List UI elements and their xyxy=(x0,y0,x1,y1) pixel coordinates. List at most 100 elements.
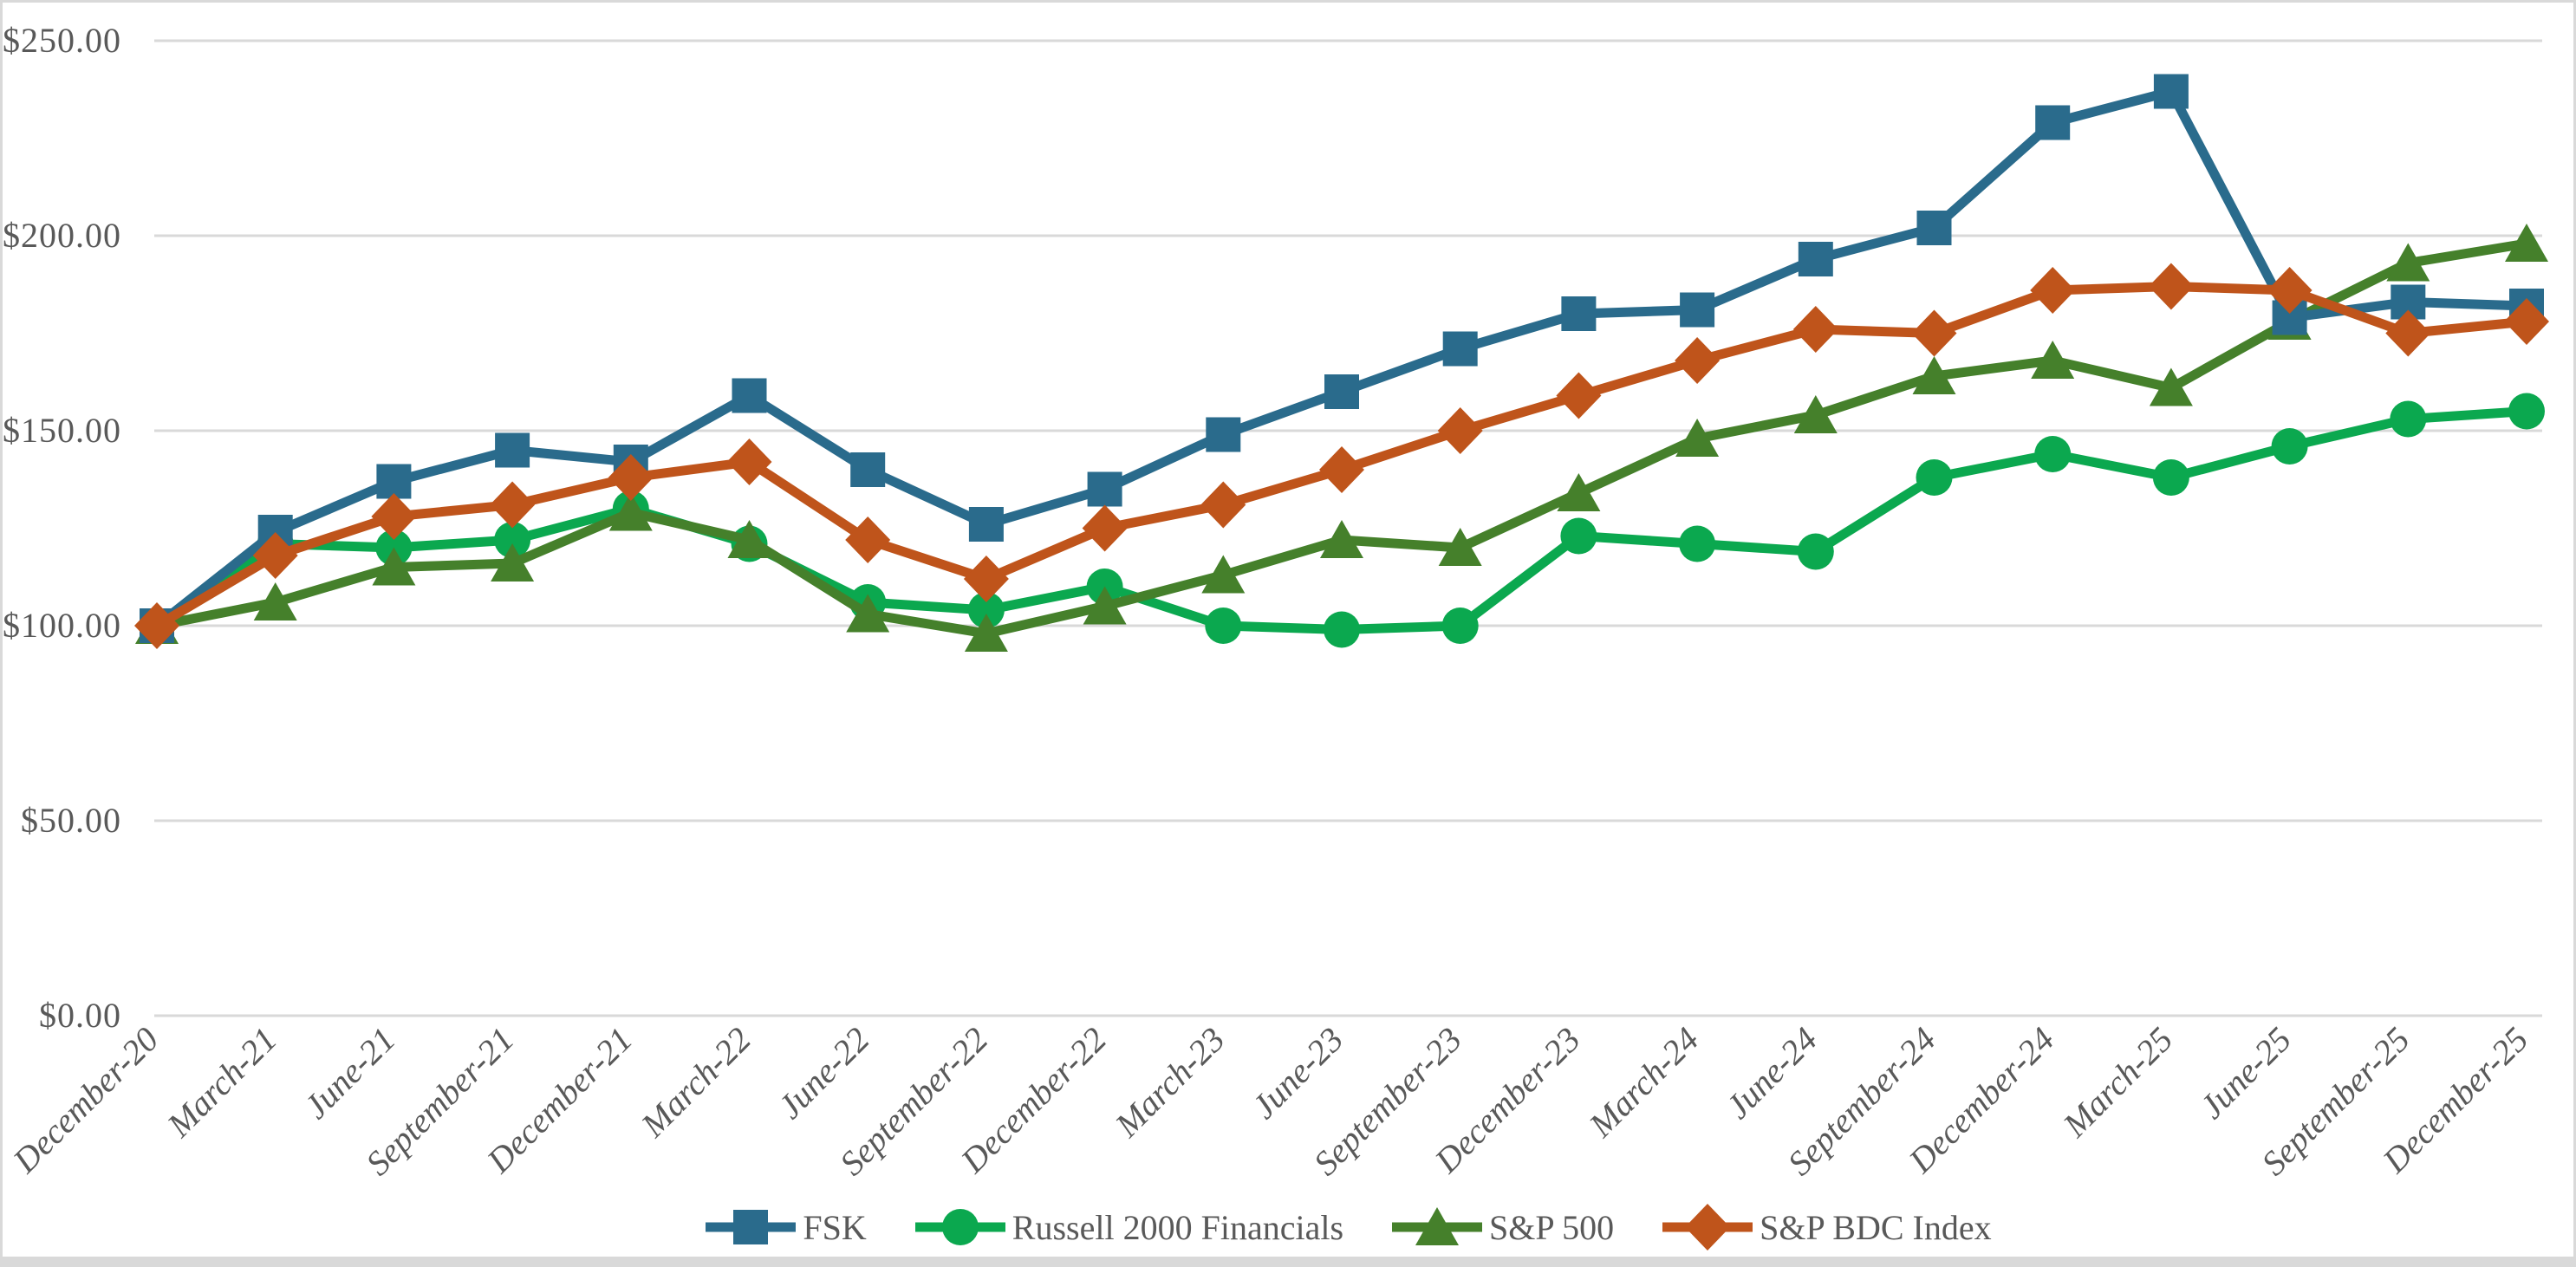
marker-circle-russell-2000-financials xyxy=(1205,608,1242,644)
marker-triangle-s-p-500 xyxy=(608,492,653,531)
marker-diamond-s-p-bdc-index xyxy=(2504,298,2549,345)
marker-triangle-s-p-500 xyxy=(1201,555,1246,594)
marker-circle-russell-2000-financials xyxy=(1916,459,1953,496)
marker-triangle-s-p-500 xyxy=(1557,473,1601,511)
marker-square-fsk xyxy=(1324,374,1359,409)
legend-label: S&P 500 xyxy=(1489,1207,1615,1247)
legend-square-marker-icon xyxy=(706,1210,797,1244)
marker-triangle-s-p-500 xyxy=(846,594,890,633)
legend-item-s-p-500: S&P 500 xyxy=(1392,1203,1614,1251)
x-axis-tick-label: March-23 xyxy=(1107,1020,1233,1146)
series-s-p-bdc-index xyxy=(134,263,2549,649)
series-fsk xyxy=(140,74,2544,643)
marker-triangle-s-p-500 xyxy=(1320,520,1363,558)
marker-square-fsk xyxy=(1916,211,1952,245)
x-axis-tick-label: June-23 xyxy=(1244,1020,1350,1127)
marker-triangle-s-p-500 xyxy=(253,582,297,621)
marker-diamond-s-p-bdc-index xyxy=(2030,267,2076,314)
marker-square-fsk xyxy=(1442,331,1478,367)
marker-square-fsk xyxy=(732,378,767,413)
marker-triangle-s-p-500 xyxy=(2031,341,2075,379)
marker-triangle-s-p-500 xyxy=(372,547,416,586)
x-axis-tick-label: June-24 xyxy=(1718,1020,1825,1127)
x-axis-tick-label: March-24 xyxy=(1581,1020,1707,1146)
marker-triangle-s-p-500 xyxy=(1083,586,1127,625)
marker-diamond-s-p-bdc-index xyxy=(1200,481,1246,529)
marker-circle-russell-2000-financials xyxy=(1679,525,1716,562)
marker-square-fsk xyxy=(1087,471,1122,507)
marker-circle-russell-2000-financials xyxy=(967,592,1005,628)
marker-diamond-s-p-bdc-index xyxy=(1082,504,1128,552)
marker-square-fsk xyxy=(1206,417,1241,452)
legend-label: S&P BDC Index xyxy=(1760,1207,1992,1247)
marker-triangle-s-p-500 xyxy=(964,614,1008,652)
marker-triangle-s-p-500 xyxy=(2149,367,2193,406)
marker-square-fsk xyxy=(1798,242,1833,276)
y-axis-tick-label: $150.00 xyxy=(3,411,121,450)
x-axis-tick-label: December-20 xyxy=(4,1020,166,1181)
x-axis-tick-label: June-21 xyxy=(296,1020,403,1127)
legend-marker-s-p-500 xyxy=(1415,1207,1460,1245)
legend-label: FSK xyxy=(803,1207,867,1247)
marker-circle-russell-2000-financials xyxy=(1797,533,1834,570)
marker-circle-russell-2000-financials xyxy=(2034,436,2072,472)
marker-diamond-s-p-bdc-index xyxy=(134,602,179,649)
marker-triangle-s-p-500 xyxy=(1675,419,1720,457)
marker-diamond-s-p-bdc-index xyxy=(963,556,1009,602)
legend-marker-s-p-bdc-index xyxy=(1685,1204,1731,1251)
marker-triangle-s-p-500 xyxy=(1912,356,1956,394)
marker-square-fsk xyxy=(968,507,1004,542)
marker-triangle-s-p-500 xyxy=(491,543,535,582)
marker-triangle-s-p-500 xyxy=(727,520,771,558)
marker-square-fsk xyxy=(495,432,530,468)
marker-circle-russell-2000-financials xyxy=(2508,393,2545,430)
marker-diamond-s-p-bdc-index xyxy=(2385,309,2431,357)
marker-square-fsk xyxy=(1680,292,1715,328)
marker-diamond-s-p-bdc-index xyxy=(2267,267,2313,314)
marker-square-fsk xyxy=(2035,105,2071,140)
y-axis-tick-label: $250.00 xyxy=(3,21,121,60)
legend-item-fsk: FSK xyxy=(706,1203,867,1251)
marker-triangle-s-p-500 xyxy=(2505,224,2548,262)
marker-circle-russell-2000-financials xyxy=(2390,400,2427,438)
y-axis-tick-label: $200.00 xyxy=(3,216,121,255)
x-axis-tick-label: March-21 xyxy=(159,1020,284,1146)
marker-diamond-s-p-bdc-index xyxy=(1319,446,1364,493)
x-axis-tick-label: March-22 xyxy=(633,1020,758,1146)
y-axis-tick-label: $0.00 xyxy=(39,996,121,1035)
marker-diamond-s-p-bdc-index xyxy=(490,481,536,529)
marker-diamond-s-p-bdc-index xyxy=(608,454,654,501)
marker-diamond-s-p-bdc-index xyxy=(845,517,891,563)
marker-square-fsk xyxy=(850,452,886,487)
marker-circle-russell-2000-financials xyxy=(1324,611,1360,648)
marker-circle-russell-2000-financials xyxy=(2152,459,2189,496)
marker-triangle-s-p-500 xyxy=(1438,528,1482,566)
legend-item-s-p-bdc-index: S&P BDC Index xyxy=(1662,1203,1992,1251)
marker-diamond-s-p-bdc-index xyxy=(1675,337,1721,384)
x-axis-tick-label: March-25 xyxy=(2055,1020,2181,1146)
x-axis-tick-label: June-25 xyxy=(2192,1020,2299,1127)
marker-diamond-s-p-bdc-index xyxy=(371,493,417,540)
legend-marker-fsk xyxy=(733,1210,769,1244)
marker-diamond-s-p-bdc-index xyxy=(1556,372,1602,419)
marker-circle-russell-2000-financials xyxy=(1560,517,1597,555)
chart-legend: FSK Russell 2000 Financials S&P 500 S&P BDC… xyxy=(121,1203,2576,1251)
legend-triangle-marker-icon xyxy=(1392,1207,1483,1245)
legend-diamond-marker-icon xyxy=(1662,1204,1753,1251)
marker-diamond-s-p-bdc-index xyxy=(726,439,772,485)
marker-diamond-s-p-bdc-index xyxy=(1792,306,1838,353)
legend-marker-russell-2000-financials xyxy=(941,1209,979,1245)
legend-item-russell-2000-financials: Russell 2000 Financials xyxy=(914,1203,1343,1251)
x-axis-tick-label: June-22 xyxy=(771,1020,877,1127)
y-axis-tick-label: $100.00 xyxy=(3,606,121,645)
marker-circle-russell-2000-financials xyxy=(1441,608,1479,644)
marker-diamond-s-p-bdc-index xyxy=(1911,309,1957,357)
marker-triangle-s-p-500 xyxy=(1793,395,1838,433)
y-axis-tick-label: $50.00 xyxy=(21,801,121,840)
marker-triangle-s-p-500 xyxy=(2386,243,2430,282)
marker-diamond-s-p-bdc-index xyxy=(252,532,298,579)
marker-circle-russell-2000-financials xyxy=(2271,428,2308,465)
